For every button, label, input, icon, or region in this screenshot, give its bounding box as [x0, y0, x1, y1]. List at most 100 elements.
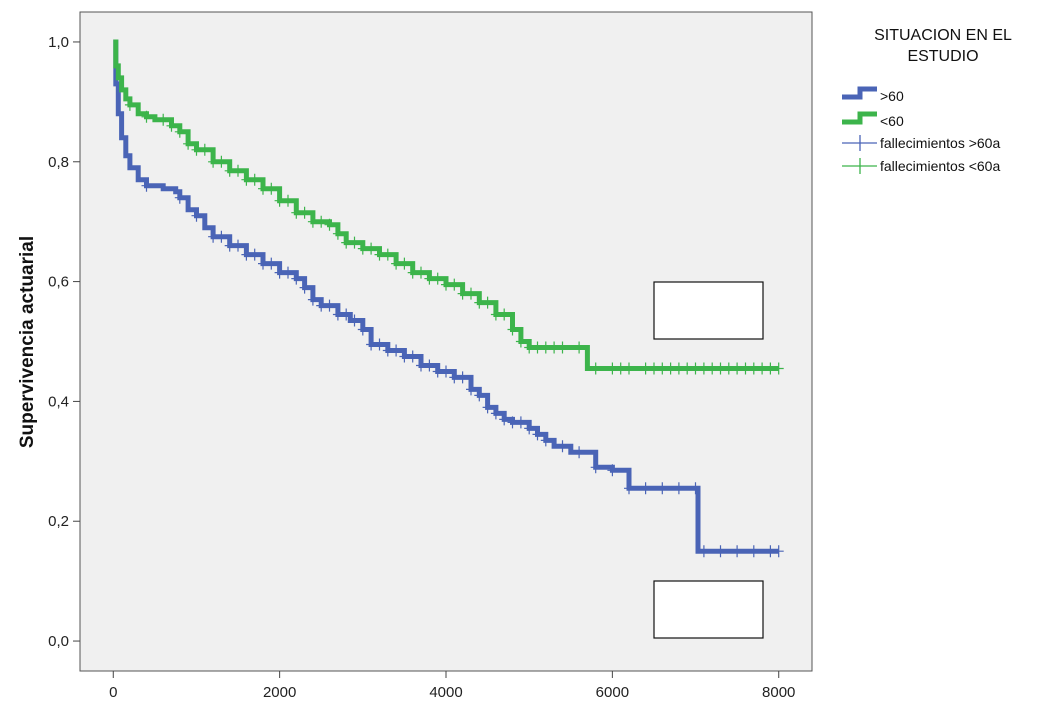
x-tick-label: 4000 [429, 684, 462, 701]
censor-mark-under-60 [183, 137, 194, 150]
censor-mark-under-60 [349, 236, 360, 249]
censor-mark-under-60 [216, 155, 227, 168]
censor-mark-over-60 [407, 350, 418, 363]
censor-mark-under-60 [466, 287, 476, 300]
censor-mark-under-60 [124, 98, 135, 111]
censor-mark-over-60 [499, 413, 510, 426]
legend-marker-deaths-under-60 [842, 158, 877, 174]
censor-mark-under-60 [299, 206, 310, 219]
censor-mark-over-60 [557, 440, 568, 453]
y-axis-label: Supervivencia actuarial [17, 236, 38, 448]
censor-mark-under-60 [274, 194, 285, 207]
legend-label-under-60: <60 [880, 113, 904, 129]
censor-mark-over-60 [715, 545, 726, 558]
censor-mark-under-60 [332, 227, 343, 240]
censor-mark-over-60 [174, 191, 185, 204]
y-tick-label: 0,6 [48, 274, 69, 291]
censor-mark-over-60 [524, 422, 535, 435]
white-box-upper-right [653, 281, 764, 340]
legend-item-deaths-over-60: fallecimientos >60a [842, 135, 1000, 151]
legend-swatch-over-60 [842, 86, 877, 100]
censor-mark-under-60 [174, 125, 185, 138]
censor-mark-under-60 [399, 257, 410, 270]
y-tick-label: 0,8 [48, 154, 69, 171]
censor-mark-over-60 [374, 338, 385, 351]
legend-item-under-60: <60 [842, 111, 904, 129]
censor-mark-under-60 [158, 113, 169, 126]
censor-mark-under-60 [732, 362, 743, 375]
legend-item-over-60: >60 [842, 86, 904, 104]
censor-mark-over-60 [299, 281, 310, 294]
censor-mark-over-60 [216, 230, 227, 243]
censor-mark-over-60 [748, 545, 759, 558]
censor-mark-under-60 [640, 362, 651, 375]
y-tick-label: 0,0 [48, 633, 69, 650]
censor-mark-over-60 [349, 314, 360, 327]
censor-mark-over-60 [291, 272, 302, 285]
censor-mark-over-60 [690, 482, 701, 495]
censor-mark-over-60 [416, 359, 426, 372]
censor-mark-under-60 [457, 287, 468, 300]
censor-mark-over-60 [341, 308, 352, 321]
censor-mark-under-60 [773, 362, 784, 375]
censor-mark-under-60 [549, 341, 560, 354]
censor-mark-under-60 [283, 194, 293, 207]
legend-swatch-under-60 [842, 111, 877, 125]
legend-label-over-60: >60 [880, 88, 904, 104]
plot-area [79, 11, 813, 672]
censor-mark-over-60 [515, 416, 526, 429]
censor-mark-under-60 [515, 335, 526, 348]
white-box-lower-right [653, 580, 764, 639]
y-axis: 0,0 0,2 0,4 0,6 0,8 1,0 [48, 34, 80, 650]
censor-mark-under-60 [507, 323, 518, 336]
censor-mark-over-60 [266, 257, 277, 270]
x-tick-label: 0 [109, 684, 117, 701]
legend-label-deaths-over-60: fallecimientos >60a [880, 135, 1000, 151]
censor-mark-under-60 [166, 119, 177, 132]
censor-mark-under-60 [624, 362, 634, 375]
censor-mark-over-60 [466, 383, 476, 396]
censor-mark-under-60 [432, 272, 443, 285]
y-tick-label: 1,0 [48, 34, 69, 51]
censor-mark-under-60 [574, 341, 585, 354]
censor-mark-over-60 [698, 545, 709, 558]
censor-mark-under-60 [690, 362, 701, 375]
censor-mark-under-60 [382, 248, 393, 261]
censor-mark-under-60 [249, 173, 260, 186]
legend-title-line1: SITUACION EN EL [874, 27, 1012, 44]
legend-marker-deaths-over-60 [842, 135, 877, 151]
censor-mark-under-60 [324, 218, 335, 231]
censor-mark-over-60 [590, 461, 601, 474]
censor-mark-over-60 [490, 407, 501, 420]
censor-mark-under-60 [266, 182, 277, 195]
censor-mark-over-60 [640, 482, 651, 495]
censor-mark-over-60 [732, 545, 743, 558]
censor-mark-under-60 [316, 215, 327, 228]
censor-mark-over-60 [324, 299, 335, 312]
censor-mark-over-60 [424, 359, 435, 372]
series-layer [113, 39, 784, 558]
censor-mark-over-60 [532, 428, 543, 441]
censor-mark-over-60 [233, 239, 243, 252]
censor-mark-over-60 [366, 338, 377, 351]
censor-mark-over-60 [624, 482, 634, 495]
censor-mark-under-60 [590, 362, 601, 375]
censor-mark-under-60 [499, 308, 510, 321]
legend: SITUACION EN EL ESTUDIO >60 <60 fallecim… [842, 27, 1012, 174]
censor-mark-over-60 [141, 179, 152, 192]
legend-label-deaths-under-60: fallecimientos <60a [880, 158, 1000, 174]
y-tick-label: 0,4 [48, 393, 69, 410]
censor-mark-under-60 [557, 341, 568, 354]
censor-mark-under-60 [449, 278, 460, 291]
censor-mark-under-60 [482, 296, 493, 309]
censor-mark-over-60 [657, 482, 668, 495]
censor-mark-over-60 [540, 434, 551, 447]
censor-mark-over-60 [607, 464, 618, 477]
censor-mark-over-60 [307, 293, 318, 306]
x-axis: 0 2000 4000 6000 8000 [109, 671, 795, 701]
legend-item-deaths-under-60: fallecimientos <60a [842, 158, 1000, 174]
censor-mark-over-60 [507, 416, 518, 429]
legend-title-line2: ESTUDIO [907, 48, 978, 65]
censor-mark-over-60 [441, 365, 451, 378]
